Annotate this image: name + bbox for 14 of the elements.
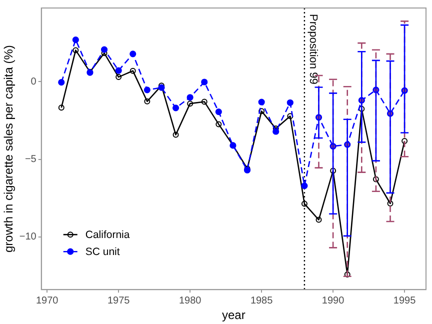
x-tick-label: 1995 — [393, 295, 416, 306]
x-tick-label: 1980 — [178, 295, 202, 306]
y-tick-label: 0 — [30, 76, 37, 88]
y-tick-label: −10 — [19, 232, 37, 243]
x-tick-label: 1975 — [107, 295, 130, 306]
x-axis-title: year — [222, 308, 246, 322]
y-tick-label: −5 — [24, 154, 37, 166]
x-tick-label: 1970 — [36, 295, 59, 306]
x-tick-label: 1990 — [322, 295, 345, 306]
legend-label: SC unit — [85, 246, 120, 258]
y-axis-title: growth in cigarette sales per capita (%) — [2, 45, 16, 253]
ref-line-label: Proposition 99 — [306, 14, 319, 84]
legend-label: California — [85, 228, 130, 241]
x-tick-label: 1985 — [250, 295, 274, 306]
